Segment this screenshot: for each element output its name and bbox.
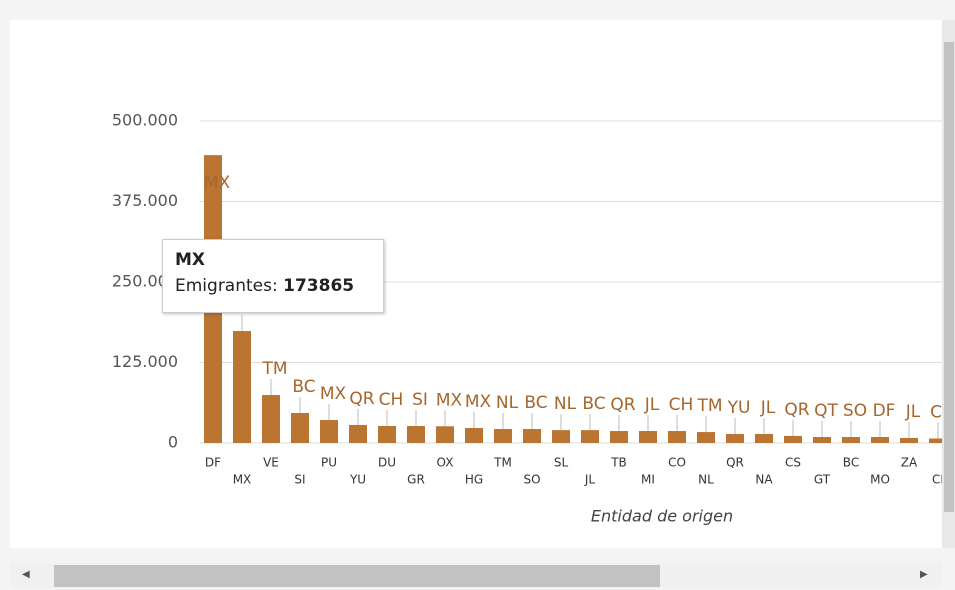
point-label: BC xyxy=(524,393,547,413)
bar xyxy=(233,331,251,443)
point-label: MX xyxy=(465,392,492,412)
bar xyxy=(436,426,454,443)
point-label: JL xyxy=(644,395,660,415)
bar xyxy=(610,431,628,443)
scroll-right[interactable]: ▶ xyxy=(920,569,928,580)
x-tick-label: CS xyxy=(785,456,801,470)
x-tick-label: HG xyxy=(465,473,483,487)
point-label: DF xyxy=(873,401,896,421)
bar xyxy=(842,437,860,443)
point-label: YU xyxy=(727,398,751,418)
bar xyxy=(320,420,338,443)
bar xyxy=(552,430,570,443)
point-label: NL xyxy=(496,393,519,413)
point-label: QR xyxy=(610,395,635,415)
point-label: NL xyxy=(554,394,577,414)
y-tick-label: 375.000 xyxy=(112,191,178,210)
y-tick-label: 250.000 xyxy=(112,272,178,291)
point-label: MX xyxy=(436,390,463,410)
point-label: CC xyxy=(930,402,942,422)
bar xyxy=(523,429,541,443)
vertical-scrollbar[interactable] xyxy=(942,20,955,548)
point-label: QT xyxy=(814,401,838,421)
point-label: BC xyxy=(292,377,315,397)
bar xyxy=(929,438,942,443)
x-tick-label: YU xyxy=(349,473,366,487)
point-label: QR xyxy=(784,400,809,420)
bar xyxy=(755,433,773,443)
x-tick-label: MI xyxy=(641,473,655,487)
bar xyxy=(581,430,599,443)
tooltip-value: 173865 xyxy=(283,276,355,296)
point-label: MX xyxy=(204,173,231,193)
x-tick-label: SL xyxy=(554,456,569,470)
x-tick-label: ZA xyxy=(901,456,918,470)
x-tick-label: GT xyxy=(814,473,831,487)
x-tick-label: DF xyxy=(205,456,221,470)
point-label: MX xyxy=(320,384,347,404)
point-label: QR xyxy=(349,389,374,409)
scroll-thumb[interactable] xyxy=(54,565,660,587)
x-tick-label: TM xyxy=(493,456,512,470)
x-tick-label: TB xyxy=(610,456,627,470)
x-tick-label: CO xyxy=(668,456,686,470)
scroll-left[interactable]: ◀ xyxy=(22,569,30,580)
x-tick-label: BC xyxy=(843,456,859,470)
scroll-thumb[interactable] xyxy=(944,42,954,512)
bar xyxy=(291,412,309,443)
x-tick-label: NA xyxy=(755,473,773,487)
x-tick-label: SO xyxy=(523,473,540,487)
bar xyxy=(726,433,744,443)
bar xyxy=(465,427,483,443)
tooltip-title: MX xyxy=(175,250,206,270)
bar xyxy=(378,425,396,443)
y-tick-label: 500.000 xyxy=(112,111,178,130)
x-axis-title: Entidad de origen xyxy=(591,507,733,526)
point-label: CH xyxy=(379,390,404,410)
point-label: BC xyxy=(582,394,605,414)
tooltip-row: Emigrantes: 173865 xyxy=(175,276,354,296)
y-tick-label: 0 xyxy=(168,433,178,452)
x-tick-label: OX xyxy=(437,456,454,470)
bar xyxy=(668,431,686,443)
x-tick-label: PU xyxy=(321,456,337,470)
point-label: SI xyxy=(412,390,428,410)
bar xyxy=(262,395,280,443)
bar xyxy=(639,431,657,443)
point-label: JL xyxy=(905,402,921,422)
x-tick-label: VE xyxy=(263,456,279,470)
bar xyxy=(813,437,831,443)
x-tick-label: DU xyxy=(378,456,396,470)
x-tick-label: GR xyxy=(407,473,425,487)
point-label: TM xyxy=(696,396,722,416)
x-tick-label: MX xyxy=(233,473,252,487)
point-label: TM xyxy=(261,359,287,379)
bar xyxy=(349,424,367,443)
y-tick-label: 125.000 xyxy=(112,352,178,371)
chart: Entidad de origen 0 125.000 250.000 375.000… xyxy=(10,20,942,548)
tooltip-label: Emigrantes: xyxy=(175,276,278,296)
x-tick-label: QR xyxy=(726,456,744,470)
point-label: CH xyxy=(669,395,694,415)
x-tick-label: NL xyxy=(698,473,714,487)
tooltip: MX Emigrantes: 173865 xyxy=(162,239,384,313)
x-tick-label: CI xyxy=(932,473,942,487)
point-label: SO xyxy=(843,401,867,421)
x-tick-label: SI xyxy=(294,473,305,487)
bar xyxy=(697,432,715,443)
point-label: JL xyxy=(760,398,776,418)
bar xyxy=(900,437,918,443)
bar xyxy=(407,425,425,443)
horizontal-scrollbar[interactable]: ◀ ▶ xyxy=(10,563,942,588)
bar xyxy=(784,435,802,443)
bar xyxy=(494,429,512,443)
x-tick-label: JL xyxy=(584,473,596,487)
x-tick-label: MO xyxy=(870,473,890,487)
bar xyxy=(871,437,889,443)
